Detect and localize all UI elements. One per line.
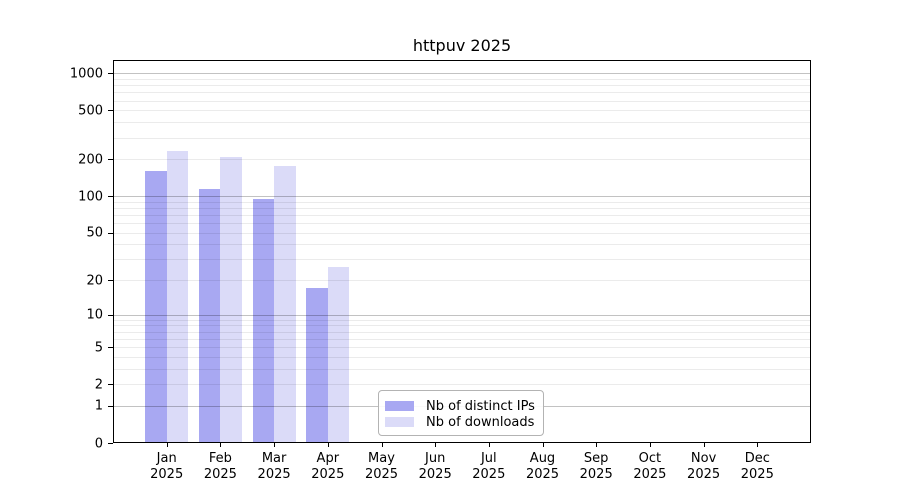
x-tick bbox=[596, 443, 598, 447]
grid-line-minor bbox=[113, 223, 811, 224]
x-tick-label: Apr 2025 bbox=[311, 451, 345, 482]
x-tick bbox=[757, 443, 759, 447]
y-tick-label: 20 bbox=[86, 273, 103, 289]
grid-line-minor bbox=[113, 331, 811, 333]
y-tick bbox=[108, 232, 113, 234]
y-tick-label: 5 bbox=[94, 340, 103, 356]
x-tick bbox=[220, 443, 222, 447]
chart-title: httpuv 2025 bbox=[412, 36, 512, 55]
grid-line-minor bbox=[113, 207, 811, 209]
grid-line-minor bbox=[113, 259, 811, 261]
x-tick bbox=[649, 443, 651, 447]
x-tick-label: Sep 2025 bbox=[579, 451, 613, 482]
y-tick-label: 50 bbox=[86, 225, 103, 241]
bar-distinct-ips bbox=[306, 288, 328, 443]
grid-line-minor bbox=[113, 319, 811, 321]
x-tick-label: Feb 2025 bbox=[203, 451, 237, 482]
y-tick-label: 200 bbox=[78, 152, 103, 168]
y-tick bbox=[108, 110, 113, 112]
x-tick-label: Mar 2025 bbox=[257, 451, 291, 482]
y-tick bbox=[108, 280, 113, 282]
x-tick-label: Jun 2025 bbox=[418, 451, 452, 482]
x-tick-label: May 2025 bbox=[364, 451, 399, 482]
grid-line-minor bbox=[113, 100, 811, 102]
y-tick bbox=[108, 405, 113, 407]
x-tick-label: Jul 2025 bbox=[472, 451, 506, 482]
grid-line-minor bbox=[113, 85, 811, 87]
x-tick-label: Oct 2025 bbox=[633, 451, 667, 482]
x-tick-label: Dec 2025 bbox=[740, 451, 774, 482]
grid-line-minor bbox=[113, 338, 811, 340]
y-tick-label: 1000 bbox=[69, 66, 103, 82]
bar-downloads bbox=[327, 266, 350, 443]
grid-line-minor bbox=[113, 368, 811, 370]
grid-line-minor bbox=[113, 92, 811, 94]
x-tick-label: Aug 2025 bbox=[525, 451, 560, 482]
y-tick bbox=[108, 196, 113, 197]
y-tick-label: 2 bbox=[94, 377, 103, 393]
legend-label-ips: Nb of distinct IPs bbox=[426, 398, 535, 414]
x-tick bbox=[435, 443, 437, 447]
bar-downloads bbox=[220, 156, 242, 443]
grid-line-major bbox=[113, 73, 811, 75]
bar-distinct-ips bbox=[198, 188, 221, 443]
x-tick bbox=[274, 443, 276, 447]
y-tick bbox=[108, 314, 113, 316]
bar-distinct-ips bbox=[145, 171, 167, 443]
y-tick bbox=[108, 443, 113, 444]
legend-swatch-ips bbox=[385, 401, 414, 411]
grid-line-minor bbox=[113, 122, 811, 124]
y-tick-label: 10 bbox=[86, 307, 103, 323]
y-tick bbox=[108, 384, 113, 386]
grid-line-minor bbox=[113, 356, 811, 358]
x-tick bbox=[488, 443, 490, 447]
x-tick-label: Jan 2025 bbox=[150, 451, 184, 482]
x-tick bbox=[166, 443, 168, 447]
grid-line-major bbox=[113, 314, 811, 316]
grid-line-minor bbox=[113, 280, 811, 282]
grid-line-minor bbox=[113, 384, 811, 386]
grid-line-minor bbox=[113, 214, 811, 216]
bar-downloads bbox=[274, 166, 296, 443]
grid-line-minor bbox=[113, 201, 811, 203]
grid-line-minor bbox=[113, 78, 811, 80]
grid-line-minor bbox=[113, 232, 811, 234]
x-tick bbox=[542, 443, 544, 447]
grid-line-minor bbox=[113, 137, 811, 139]
legend-label-downloads: Nb of downloads bbox=[426, 414, 535, 430]
bar-downloads bbox=[166, 150, 189, 443]
y-tick bbox=[108, 73, 113, 75]
legend-item-downloads: Nb of downloads bbox=[385, 414, 535, 430]
x-tick bbox=[703, 443, 705, 447]
y-tick bbox=[108, 159, 113, 161]
y-tick-label: 0 bbox=[94, 436, 103, 451]
bar-distinct-ips bbox=[252, 198, 275, 443]
x-tick bbox=[327, 443, 329, 447]
y-tick bbox=[108, 347, 113, 349]
grid-line-major bbox=[113, 196, 811, 197]
y-tick-label: 500 bbox=[78, 103, 103, 119]
grid-line-minor bbox=[113, 110, 811, 112]
grid-line-minor bbox=[113, 325, 811, 327]
grid-line-minor bbox=[113, 159, 811, 161]
y-tick-label: 100 bbox=[78, 189, 103, 204]
x-tick bbox=[381, 443, 383, 447]
grid-line-minor bbox=[113, 244, 811, 246]
grid-line-minor bbox=[113, 347, 811, 349]
x-tick-label: Nov 2025 bbox=[687, 451, 721, 482]
y-tick-label: 1 bbox=[94, 398, 103, 414]
legend-item-distinct-ips: Nb of distinct IPs bbox=[385, 398, 535, 414]
legend: Nb of distinct IPs Nb of downloads bbox=[378, 390, 544, 436]
legend-swatch-downloads bbox=[385, 417, 414, 427]
